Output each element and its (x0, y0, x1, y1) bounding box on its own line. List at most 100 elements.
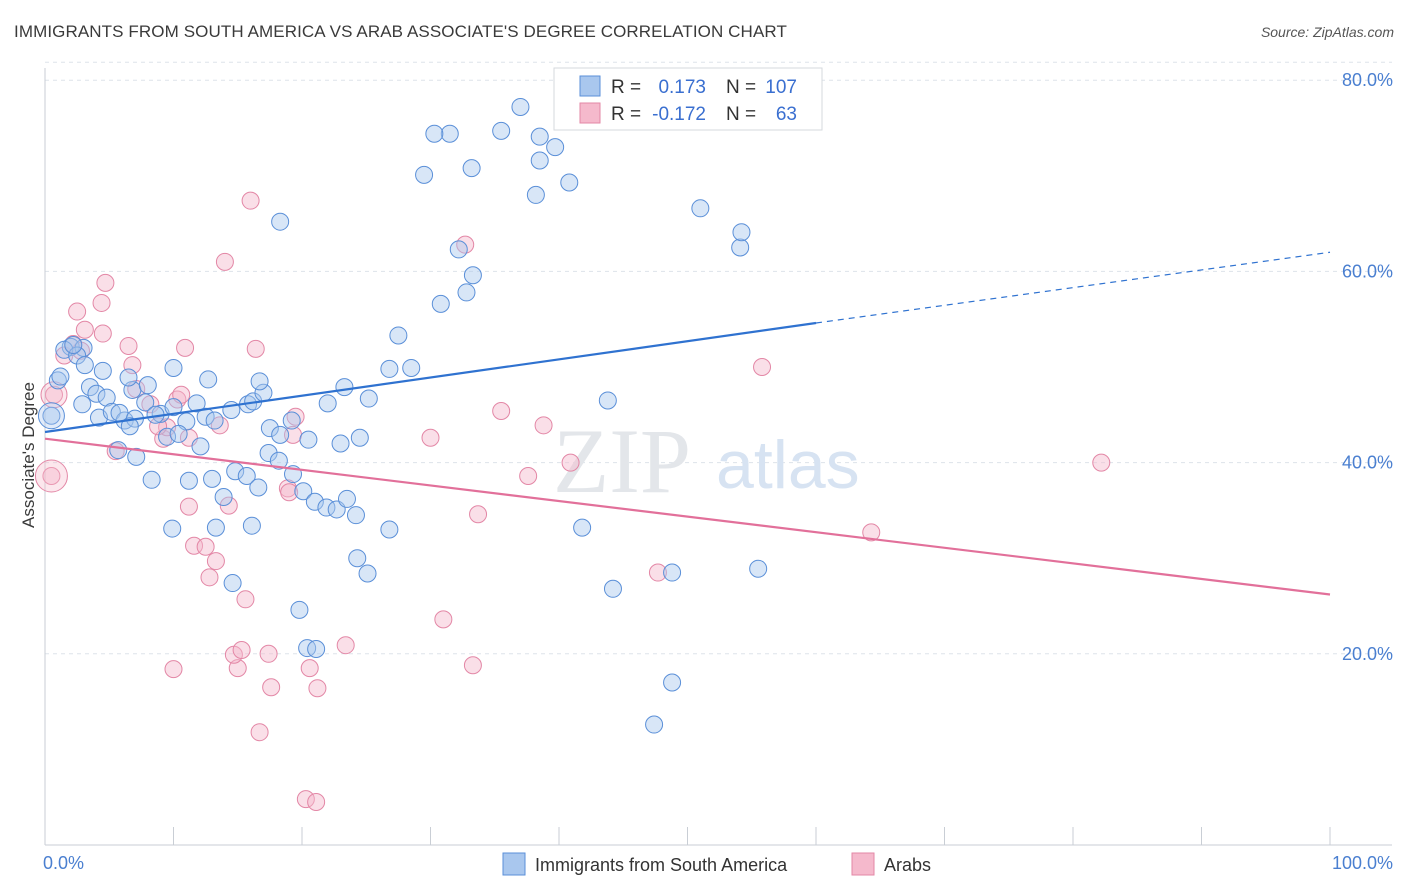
point-south-america (294, 482, 313, 501)
point-south-america (138, 376, 157, 395)
point-south-america (731, 238, 750, 257)
point-south-america (348, 549, 367, 568)
point-arabs (262, 678, 281, 697)
point-south-america (158, 427, 177, 446)
point-south-america (164, 398, 183, 417)
y-tick-label: 60.0% (1342, 261, 1393, 281)
y-tick-label: 40.0% (1342, 453, 1393, 473)
point-arabs (179, 497, 198, 516)
stats-legend: R = 0.173 N = 107 R = -0.172 N = 63 (553, 67, 823, 131)
point-south-america (511, 97, 530, 116)
point-south-america (93, 361, 112, 380)
point-south-america (299, 430, 318, 449)
legend-n-value-2: 63 (776, 104, 797, 125)
legend-r-value-2: -0.172 (652, 104, 706, 125)
point-south-america (305, 492, 324, 511)
legend-n-value-1: 107 (765, 77, 797, 98)
point-arabs (434, 610, 453, 629)
point-south-america (163, 519, 182, 538)
point-south-america (290, 600, 309, 619)
point-arabs (862, 523, 881, 542)
point-south-america (199, 370, 218, 389)
point-arabs (210, 416, 229, 435)
series-legend: Immigrants from South America Arabs (502, 852, 931, 876)
point-south-america (250, 372, 269, 391)
chart-title: IMMIGRANTS FROM SOUTH AMERICA VS ARAB AS… (14, 22, 787, 41)
point-south-america (350, 428, 369, 447)
south-america-points (37, 97, 768, 734)
legend-swatch-pink (579, 102, 601, 124)
point-south-america (449, 240, 468, 259)
point-arabs (75, 320, 94, 339)
point-south-america (205, 411, 224, 430)
point-south-america (546, 138, 565, 157)
point-south-america (187, 394, 206, 413)
point-south-america (282, 411, 301, 430)
point-south-america (42, 406, 61, 425)
point-arabs (753, 358, 772, 376)
point-arabs (648, 563, 667, 582)
point-south-america (560, 173, 579, 192)
point-south-america (191, 437, 210, 456)
point-arabs (196, 537, 215, 556)
point-arabs (68, 302, 87, 321)
point-south-america (663, 563, 682, 582)
trend-line-arabs (44, 437, 1331, 596)
trend-line-south-america-extension (815, 251, 1331, 324)
point-south-america (749, 559, 768, 578)
point-arabs (463, 656, 482, 675)
point-south-america (87, 384, 106, 403)
point-south-america (259, 444, 278, 463)
point-arabs-large (34, 459, 68, 493)
point-south-america (51, 367, 70, 386)
point-south-america (142, 470, 161, 489)
point-arabs (1092, 453, 1111, 472)
point-arabs (92, 293, 111, 312)
point-arabs (206, 552, 225, 571)
watermark-atlas: atlas (716, 427, 860, 503)
point-south-america (169, 424, 188, 443)
point-arabs (93, 324, 112, 343)
point-south-america (203, 469, 222, 488)
point-arabs (250, 723, 269, 742)
point-south-america (102, 402, 121, 421)
point-arabs (164, 660, 183, 679)
point-arabs (492, 401, 511, 420)
point-arabs (259, 644, 278, 663)
point-arabs (469, 505, 488, 524)
point-arabs (336, 636, 355, 655)
point-south-america (492, 121, 511, 140)
point-arabs (119, 336, 138, 355)
point-arabs (519, 466, 538, 485)
y-tick-label: 20.0% (1342, 644, 1393, 664)
legend-r-label-1: R = (611, 77, 641, 98)
trend-line-south-america (44, 321, 817, 434)
point-south-america (389, 326, 408, 345)
point-south-america (380, 359, 399, 378)
point-south-america (109, 441, 128, 460)
point-south-america (64, 336, 83, 355)
point-south-america (440, 124, 459, 143)
y-axis-label: Associate's Degree (19, 382, 38, 528)
point-arabs (421, 428, 440, 447)
point-arabs (300, 659, 319, 678)
point-south-america (73, 395, 92, 414)
point-south-america (530, 151, 549, 170)
point-south-america (573, 518, 592, 537)
point-south-america (271, 212, 290, 231)
point-arabs (200, 568, 219, 587)
point-south-america (80, 378, 99, 397)
point-south-america (164, 358, 183, 377)
point-south-america (68, 346, 87, 365)
point-south-america (732, 223, 751, 242)
point-south-america-large (37, 402, 65, 430)
point-south-america (380, 520, 399, 539)
point-south-america (242, 516, 261, 535)
point-arabs (456, 235, 475, 254)
point-south-america (425, 124, 444, 143)
point-south-america (359, 389, 378, 408)
watermark-zip: ZIP (553, 410, 691, 512)
point-south-america (307, 640, 326, 659)
series-legend-label-pink: Arabs (884, 855, 931, 875)
